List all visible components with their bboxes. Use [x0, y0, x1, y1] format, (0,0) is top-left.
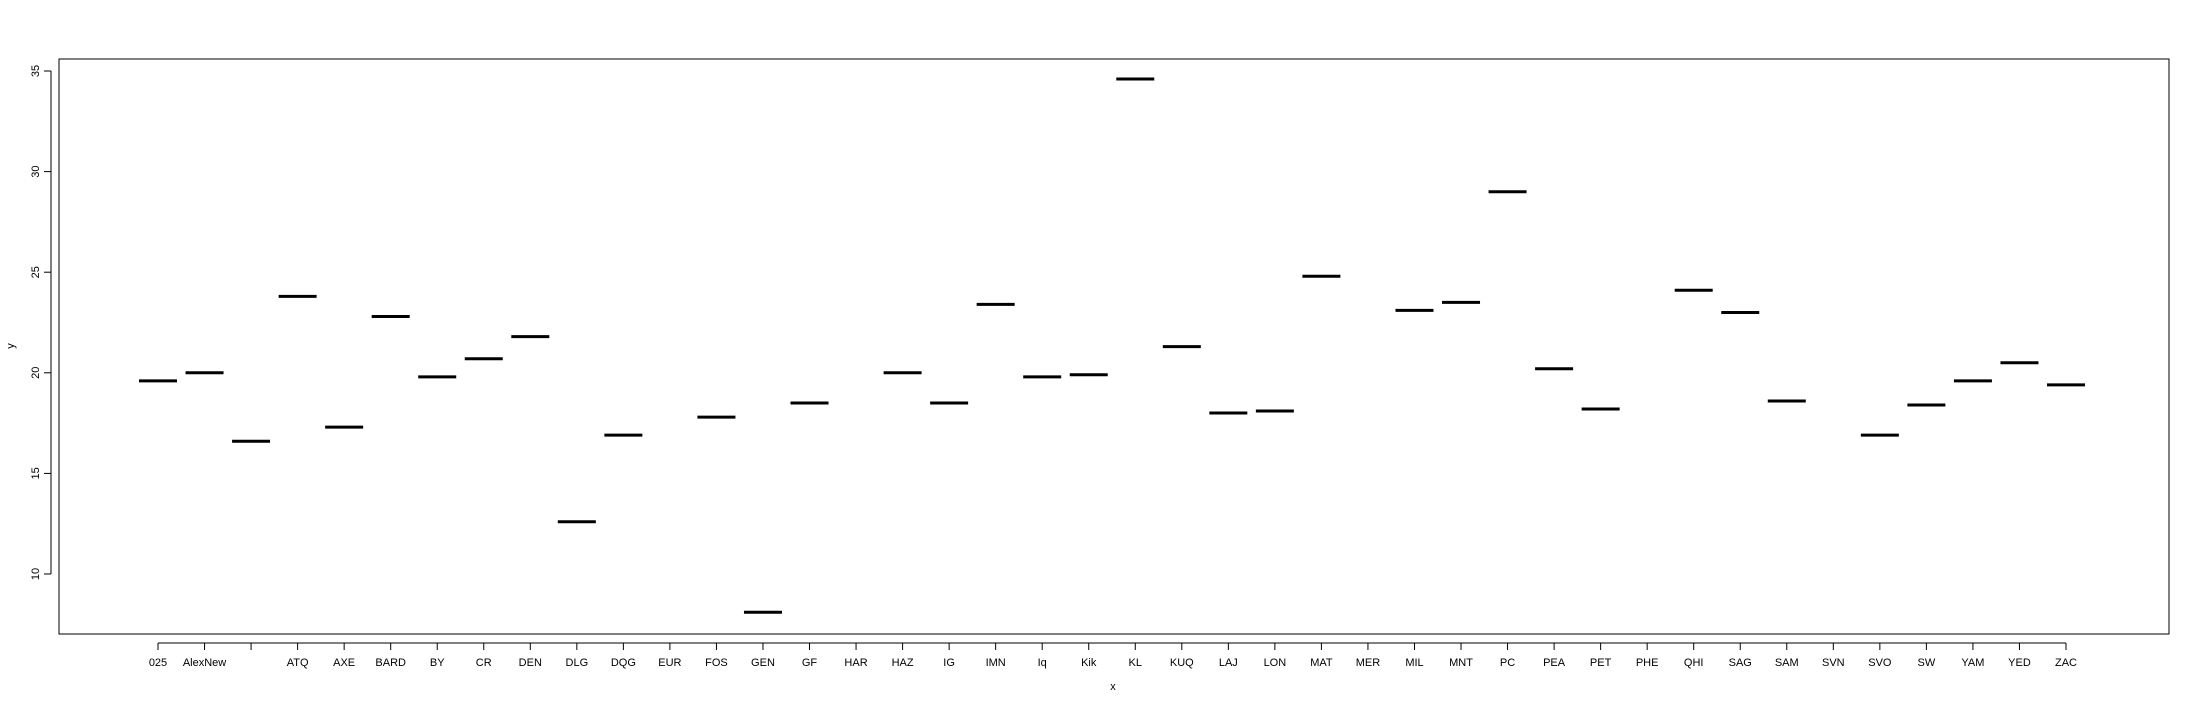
x-tick-label: DQG [611, 657, 636, 669]
x-tick-label: MNT [1449, 657, 1473, 669]
x-tick-label: SVO [1868, 657, 1892, 669]
x-tick-label: EUR [658, 657, 681, 669]
x-tick-label: YAM [1961, 657, 1984, 669]
x-tick-label: MIL [1405, 657, 1423, 669]
y-tick-label: 30 [30, 165, 42, 177]
x-tick-label: GEN [751, 657, 775, 669]
x-tick-label: LON [1264, 657, 1287, 669]
x-tick-label: Kik [1081, 657, 1097, 669]
x-tick-label: IG [943, 657, 955, 669]
x-tick-label: MAT [1310, 657, 1333, 669]
x-tick-label: YED [2008, 657, 2031, 669]
x-tick-label: CR [476, 657, 492, 669]
x-tick-label: IMN [986, 657, 1006, 669]
x-tick-label: SAG [1729, 657, 1752, 669]
x-tick-label: BARD [375, 657, 406, 669]
x-tick-label: HAR [844, 657, 867, 669]
x-tick-label: SW [1918, 657, 1936, 669]
y-tick-label: 15 [30, 467, 42, 479]
x-tick-label: SAM [1775, 657, 1799, 669]
x-tick-label: MER [1356, 657, 1381, 669]
y-axis-label: y [5, 343, 17, 349]
y-tick-label: 25 [30, 266, 42, 278]
x-tick-label: PC [1500, 657, 1515, 669]
x-tick-label: HAZ [892, 657, 914, 669]
x-tick-label: DEN [519, 657, 542, 669]
x-tick-label: ZAC [2055, 657, 2077, 669]
x-tick-label: GF [802, 657, 818, 669]
plot-frame [58, 58, 2170, 635]
y-tick-label: 35 [30, 65, 42, 77]
x-tick-label: QHI [1684, 657, 1704, 669]
x-tick-label: ATQ [287, 657, 309, 669]
x-tick-label: PHE [1636, 657, 1659, 669]
x-tick-label: LAJ [1219, 657, 1238, 669]
x-tick-label: DLG [566, 657, 589, 669]
y-tick-label: 10 [30, 568, 42, 580]
x-tick-label: BY [430, 657, 445, 669]
y-axis: 10 15 20 25 30 35 [30, 65, 52, 580]
x-axis-label: x [1110, 681, 1116, 693]
x-tick-label: PEA [1543, 657, 1566, 669]
x-tick-label: AlexNew [183, 657, 226, 669]
x-tick-label: KL [1129, 657, 1142, 669]
x-tick-label: AXE [333, 657, 355, 669]
x-tick-label: PET [1590, 657, 1612, 669]
x-tick-label: FOS [705, 657, 728, 669]
x-tick-label: SVN [1822, 657, 1845, 669]
y-tick-label: 20 [30, 367, 42, 379]
x-axis: 025 AlexNew ATQ AXE BARD BY CR DEN DLG DQG EUR FOS G… [149, 642, 2077, 669]
chart-marks [139, 77, 2085, 614]
x-tick-label: KUQ [1170, 657, 1194, 669]
x-tick-label: Iq [1038, 657, 1047, 669]
x-tick-label: 025 [149, 657, 167, 669]
